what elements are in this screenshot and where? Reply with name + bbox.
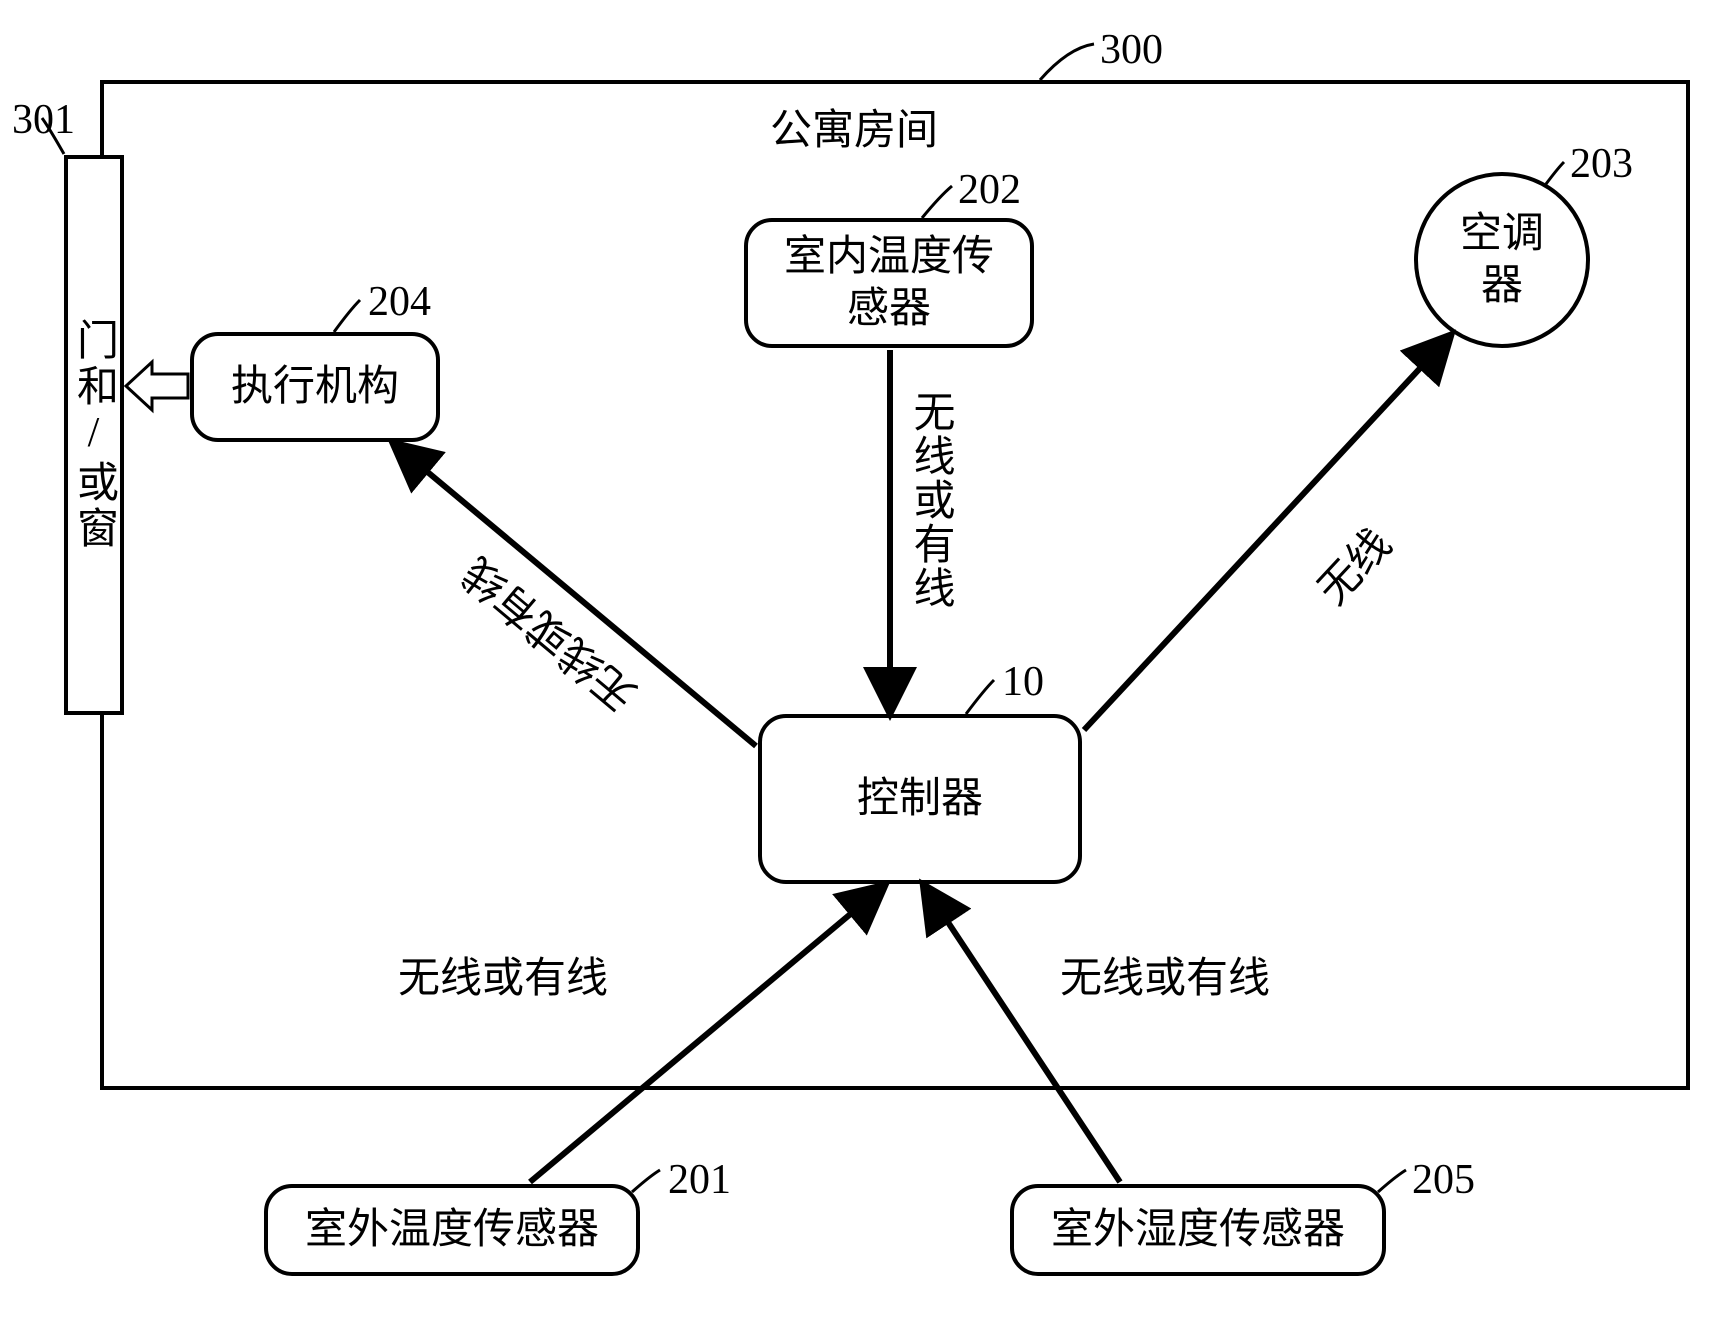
ref-10: 10 — [1002, 658, 1044, 706]
outdoor-temp-sensor-label: 室外温度传感器 — [305, 1204, 599, 1257]
ref-202: 202 — [958, 166, 1021, 214]
edge-label-otemp-ctrl: 无线或有线 — [398, 944, 608, 1005]
aircon-label: 空调 器 — [1460, 208, 1544, 313]
ref-301: 301 — [12, 96, 75, 144]
leader-201 — [632, 1170, 660, 1192]
ref-201: 201 — [668, 1156, 731, 1204]
ref-203: 203 — [1570, 140, 1633, 188]
outdoor-humidity-sensor-node: 室外湿度传感器 — [1010, 1184, 1386, 1276]
indoor-temp-sensor-node: 室内温度传 感器 — [744, 218, 1034, 348]
indoor-temp-sensor-label: 室内温度传 感器 — [784, 231, 994, 336]
outdoor-temp-sensor-node: 室外温度传感器 — [264, 1184, 640, 1276]
door-window-label: 门和/或窗 — [64, 318, 125, 552]
leader-205 — [1378, 1170, 1406, 1192]
edge-label-ohumid-ctrl: 无线或有线 — [1060, 944, 1270, 1005]
edge-label-indoor-ctrl: 无线或有线 — [900, 390, 961, 610]
ref-205: 205 — [1412, 1156, 1475, 1204]
controller-node: 控制器 — [758, 714, 1082, 884]
room-title: 公寓房间 — [770, 96, 938, 157]
actuator-label: 执行机构 — [231, 361, 399, 414]
door-window-node: 门和/或窗 — [64, 155, 124, 715]
ref-204: 204 — [368, 278, 431, 326]
leader-300 — [1040, 44, 1094, 80]
aircon-node: 空调 器 — [1414, 172, 1590, 348]
diagram-canvas: 门和/或窗 公寓房间 室内温度传 感器 空调 器 执行机构 控制器 室外温度传感… — [0, 0, 1729, 1319]
outdoor-humidity-sensor-label: 室外湿度传感器 — [1051, 1204, 1345, 1257]
ref-300: 300 — [1100, 26, 1163, 74]
actuator-node: 执行机构 — [190, 332, 440, 442]
controller-label: 控制器 — [857, 773, 983, 826]
